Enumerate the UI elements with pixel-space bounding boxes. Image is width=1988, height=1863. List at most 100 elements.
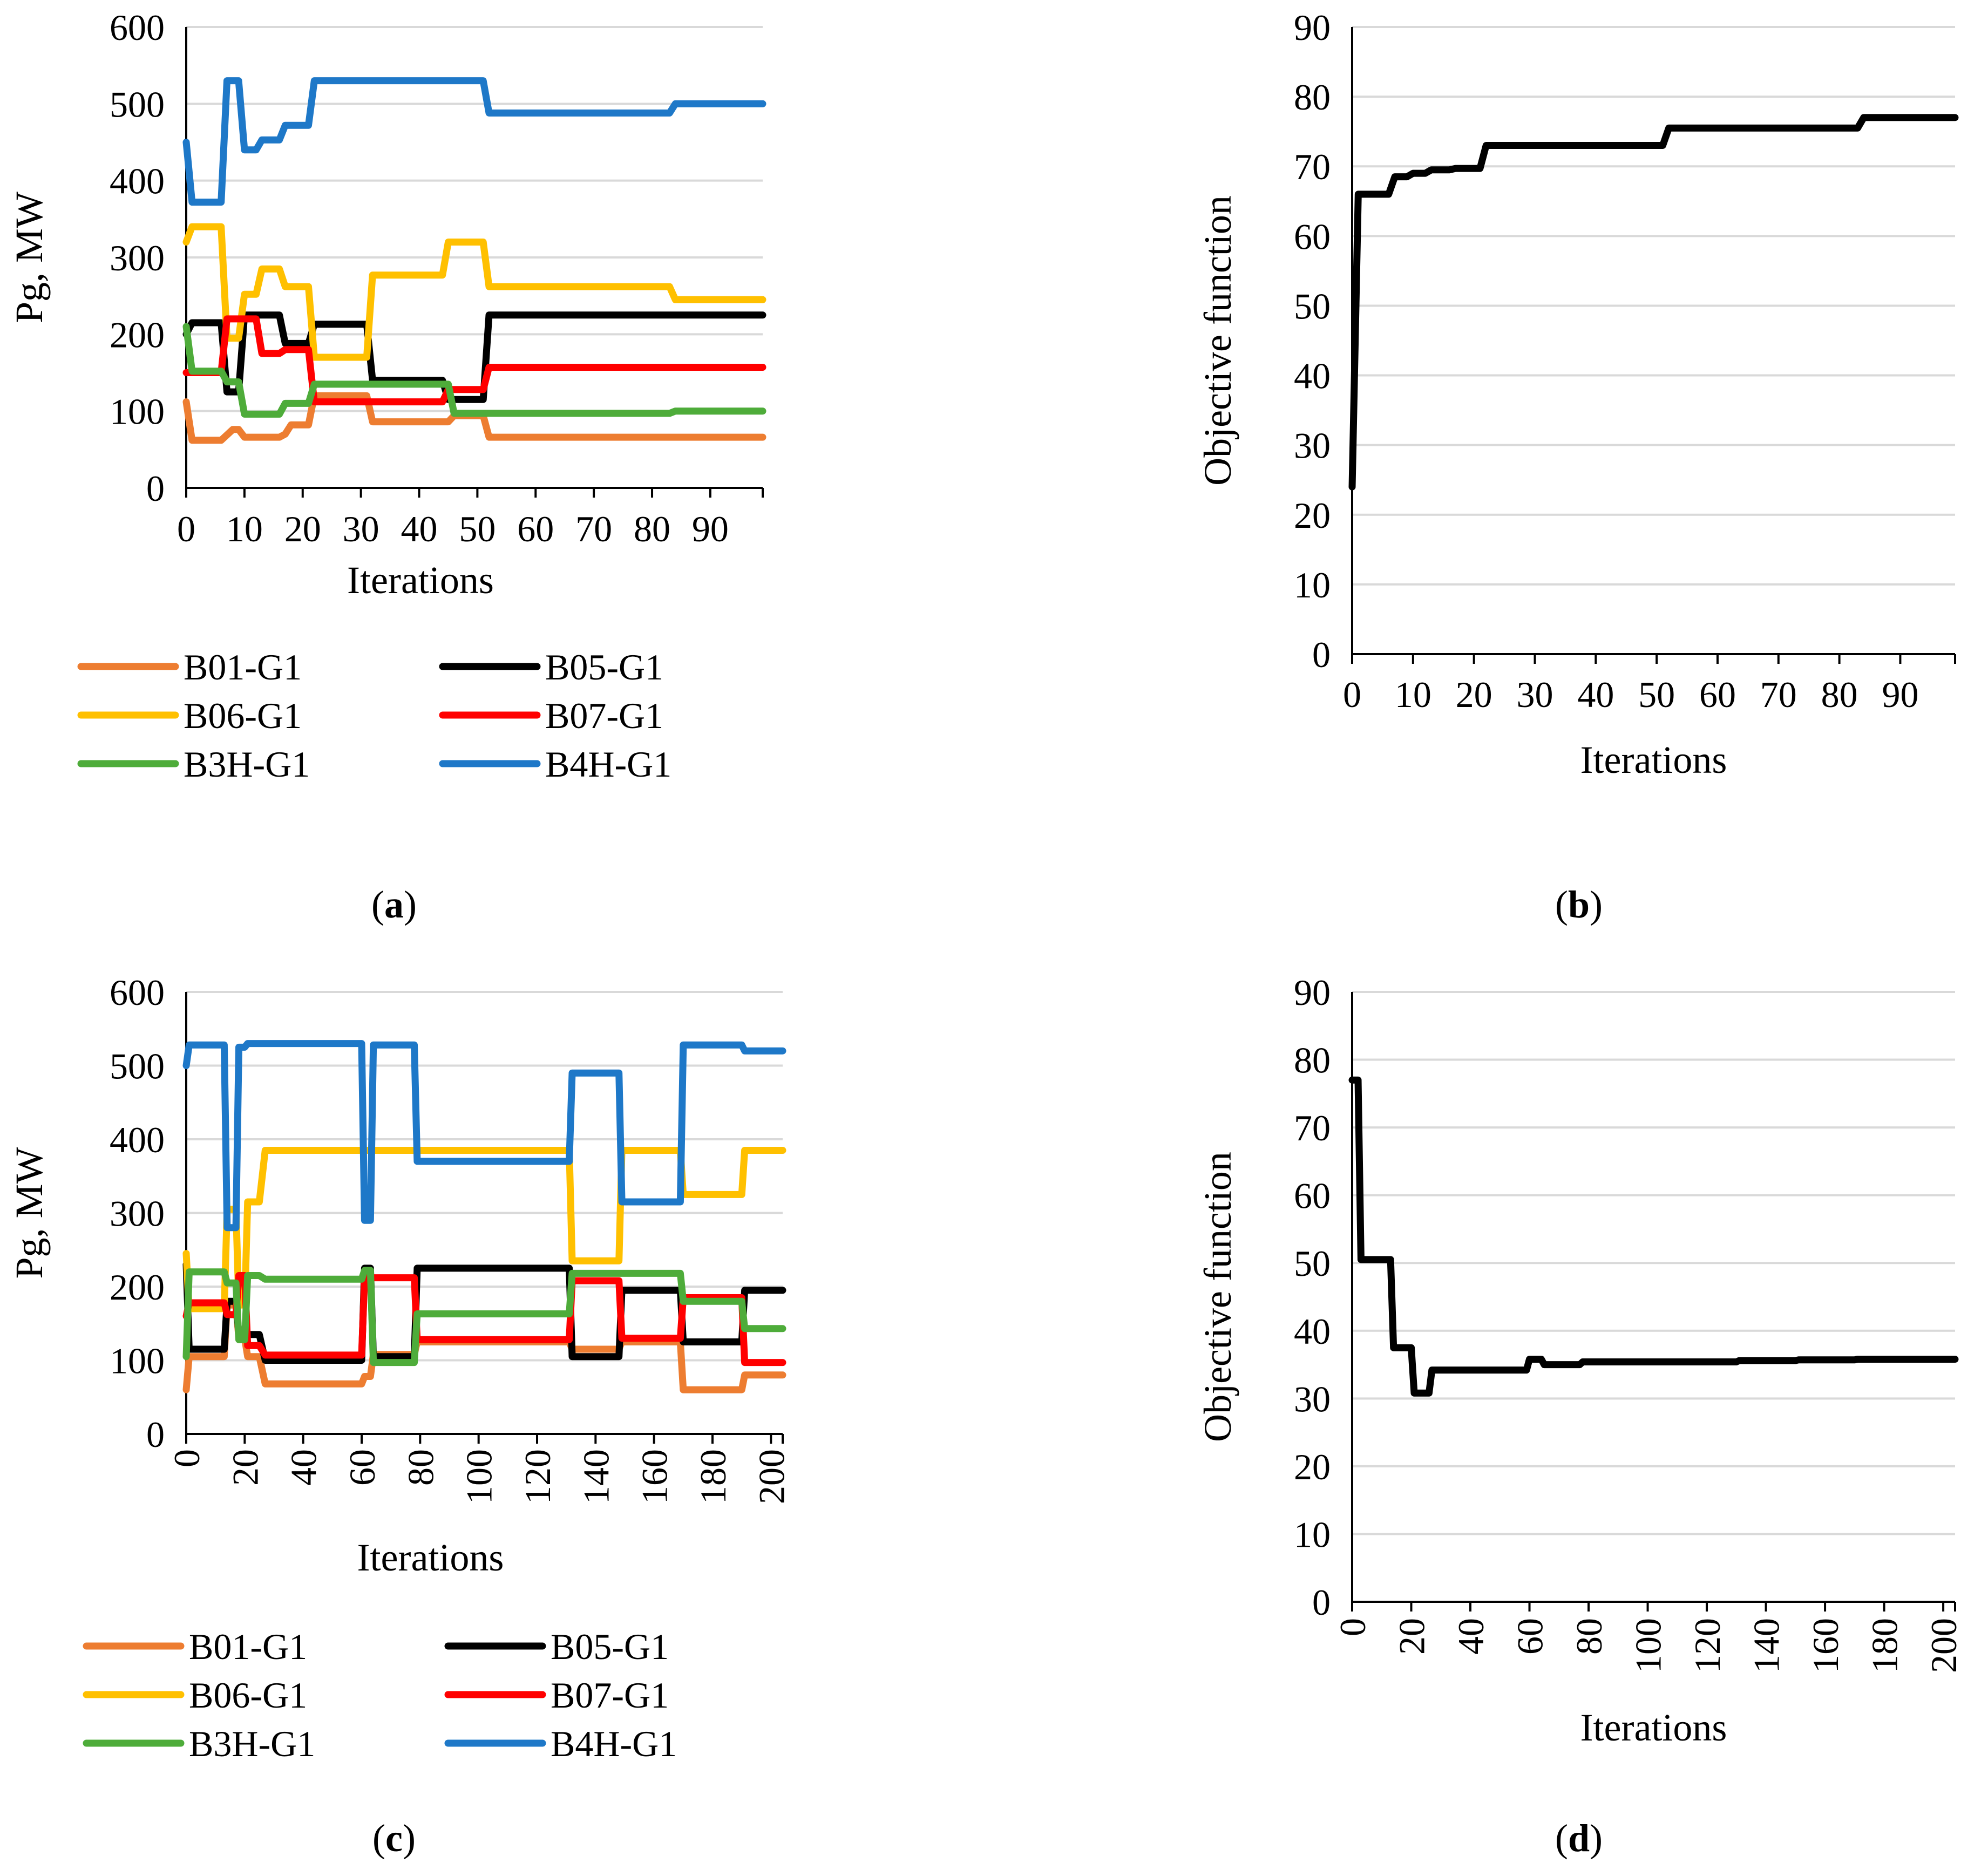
y-tick-label: 10	[1294, 1514, 1331, 1555]
y-axis-label: Pg, MW	[8, 192, 51, 323]
x-tick-label: 80	[1821, 674, 1858, 715]
x-tick-label: 120	[517, 1449, 558, 1504]
y-axis-label: Pg, MW	[8, 1147, 51, 1279]
y-tick-label: 50	[1294, 1243, 1331, 1284]
chart-b: 0 10 20 30 40 50 60 70 80 90 0 10 20 30 40 50 60 70 80 90 It…	[1196, 7, 1959, 926]
panel-caption: (c)	[372, 1817, 416, 1860]
legend-label: B05-G1	[545, 647, 663, 688]
x-tick-label: 40	[401, 508, 438, 549]
x-tick-label: 140	[575, 1449, 616, 1504]
y-tick-label: 60	[1294, 1175, 1331, 1216]
x-tick-label: 90	[1882, 674, 1918, 715]
y-tick-label: 30	[1294, 1378, 1331, 1419]
x-tick-label: 0	[1343, 674, 1361, 715]
series-line-b06-g1	[182, 223, 766, 361]
y-tick-label: 400	[110, 1119, 165, 1160]
y-tick-label: 200	[110, 1267, 165, 1308]
x-tick-label: 20	[1392, 1618, 1433, 1655]
y-tick-label: 80	[1294, 77, 1331, 118]
series-line-b3h-g1	[182, 323, 766, 418]
x-tick-label: 30	[1516, 674, 1553, 715]
y-tick-label: 70	[1294, 1107, 1331, 1148]
x-tick-label: 90	[692, 508, 729, 549]
x-tick-label: 20	[1456, 674, 1492, 715]
x-tick-label: 20	[284, 508, 321, 549]
x-axis-label: Iterations	[347, 559, 494, 602]
y-tick-label: 40	[1294, 356, 1331, 397]
series-line-b3h-g1	[182, 1267, 786, 1366]
legend-label: B3H-G1	[184, 744, 310, 785]
panel-caption: (a)	[371, 883, 417, 926]
x-tick-label: 100	[1628, 1618, 1669, 1673]
x-tick-label: 60	[1699, 674, 1736, 715]
y-tick-label: 30	[1294, 425, 1331, 466]
series-line-b07-g1	[182, 315, 766, 406]
series-line-b4h-g1	[182, 77, 766, 206]
legend-label: B01-G1	[189, 1626, 307, 1667]
panel-caption: (b)	[1555, 883, 1603, 926]
x-tick-label: 70	[575, 508, 612, 549]
legend-label: B4H-G1	[545, 744, 671, 785]
legend: B01-G1 B05-G1 B06-G1 B07-G1 B3H-G1 B4H-G1	[83, 1626, 677, 1764]
y-tick-label: 500	[110, 1046, 165, 1087]
x-tick-label: 200	[1923, 1618, 1964, 1673]
y-tick-label: 400	[110, 161, 165, 202]
y-tick-label: 20	[1294, 1446, 1331, 1487]
x-tick-label: 70	[1760, 674, 1797, 715]
x-tick-label: 80	[1569, 1618, 1610, 1655]
y-axis-label: Objective function	[1196, 1152, 1239, 1442]
legend-label: B01-G1	[184, 647, 302, 688]
series-line-objective	[1348, 1076, 1959, 1397]
y-tick-label: 90	[1294, 7, 1331, 48]
legend-label: B07-G1	[551, 1675, 669, 1716]
x-tick-label: 180	[693, 1449, 734, 1504]
y-tick-label: 600	[110, 972, 165, 1013]
x-tick-label: 0	[1332, 1618, 1373, 1636]
x-tick-label: 60	[342, 1449, 383, 1486]
x-tick-label: 40	[1577, 674, 1614, 715]
x-tick-label: 50	[459, 508, 496, 549]
x-tick-label: 50	[1638, 674, 1675, 715]
x-tick-label: 80	[400, 1449, 441, 1486]
legend-label: B07-G1	[545, 695, 663, 736]
y-tick-label: 500	[110, 84, 165, 125]
y-tick-label: 100	[110, 391, 165, 432]
chart-d: 0 10 20 30 40 50 60 70 80 90 0 20 40 60 80 100 120 140 160…	[1196, 972, 1964, 1860]
y-tick-label: 10	[1294, 565, 1331, 606]
y-tick-label: 300	[110, 237, 165, 278]
legend-label: B06-G1	[189, 1675, 307, 1716]
x-tick-label: 140	[1746, 1618, 1787, 1673]
x-tick-label: 200	[751, 1449, 792, 1504]
x-tick-label: 60	[1510, 1618, 1551, 1655]
chart-c: 0 100 200 300 400 500 600 0 20 40 60 80 100 120 140 160…	[8, 972, 792, 1860]
x-tick-label: 160	[1805, 1618, 1846, 1673]
legend: B01-G1 B05-G1 B06-G1 B07-G1 B3H-G1 B4H-G1	[77, 647, 671, 785]
y-tick-label: 0	[1312, 1582, 1331, 1623]
y-tick-label: 40	[1294, 1311, 1331, 1352]
y-tick-label: 300	[110, 1193, 165, 1234]
x-tick-label: 30	[343, 508, 379, 549]
legend-label: B3H-G1	[189, 1723, 315, 1764]
x-tick-label: 0	[177, 508, 195, 549]
x-tick-label: 20	[225, 1449, 266, 1486]
x-tick-label: 40	[283, 1449, 324, 1486]
series-line-b4h-g1	[182, 1040, 786, 1232]
chart-a: 0 100 200 300 400 500 600 0 10 20 30 40 50 60 70 80 90 It…	[8, 7, 766, 926]
x-axis-label: Iterations	[1580, 738, 1727, 781]
y-tick-label: 100	[110, 1341, 165, 1382]
y-tick-label: 0	[146, 1414, 165, 1455]
y-axis-label: Objective function	[1196, 195, 1239, 486]
legend-label: B4H-G1	[551, 1723, 677, 1764]
x-axis-label: Iterations	[357, 1536, 504, 1579]
y-tick-label: 0	[146, 468, 165, 509]
y-tick-label: 60	[1294, 216, 1331, 257]
x-tick-label: 10	[1395, 674, 1431, 715]
x-tick-label: 120	[1687, 1618, 1728, 1673]
y-tick-label: 80	[1294, 1040, 1331, 1081]
y-tick-label: 0	[1312, 634, 1331, 675]
x-tick-label: 10	[226, 508, 263, 549]
legend-label: B05-G1	[551, 1626, 669, 1667]
x-tick-label: 60	[517, 508, 554, 549]
x-tick-label: 0	[166, 1449, 207, 1467]
